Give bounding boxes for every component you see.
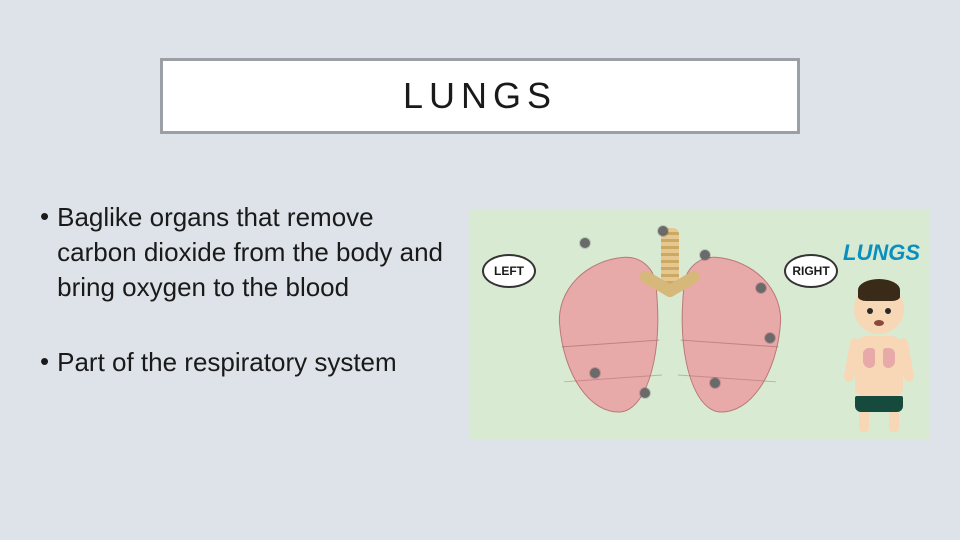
child-eye: [867, 308, 873, 314]
child-eye: [885, 308, 891, 314]
child-leg: [889, 412, 899, 432]
bullet-list: • Baglike organs that remove carbon diox…: [40, 200, 460, 420]
child-legs: [859, 412, 899, 432]
particle-icon: [590, 368, 600, 378]
child-torso: [855, 336, 903, 396]
particle-icon: [580, 238, 590, 248]
bullet-text: Baglike organs that remove carbon dioxid…: [57, 200, 460, 305]
child-mouth: [874, 320, 884, 326]
particle-icon: [640, 388, 650, 398]
child-hair: [858, 279, 900, 301]
particle-icon: [765, 333, 775, 343]
child-illustration: [844, 284, 914, 434]
child-leg: [859, 412, 869, 432]
mini-lung-shape: [863, 348, 875, 368]
mini-lung-shape: [883, 348, 895, 368]
particle-icon: [700, 250, 710, 260]
particle-icon: [658, 226, 668, 236]
bullet-marker: •: [40, 345, 49, 380]
particle-icon: [710, 378, 720, 388]
lungs-illustration: [550, 228, 790, 428]
child-head: [854, 284, 904, 334]
child-shorts: [855, 396, 903, 412]
bullet-text: Part of the respiratory system: [57, 345, 397, 380]
label-left: LEFT: [482, 254, 536, 288]
lungs-diagram: LEFT RIGHT LUNGS: [470, 210, 930, 440]
list-item: • Baglike organs that remove carbon diox…: [40, 200, 460, 305]
particle-icon: [756, 283, 766, 293]
diagram-title: LUNGS: [843, 240, 920, 266]
label-right: RIGHT: [784, 254, 838, 288]
bullet-marker: •: [40, 200, 49, 305]
slide-title: LUNGS: [403, 75, 557, 117]
title-box: LUNGS: [160, 58, 800, 134]
list-item: • Part of the respiratory system: [40, 345, 460, 380]
